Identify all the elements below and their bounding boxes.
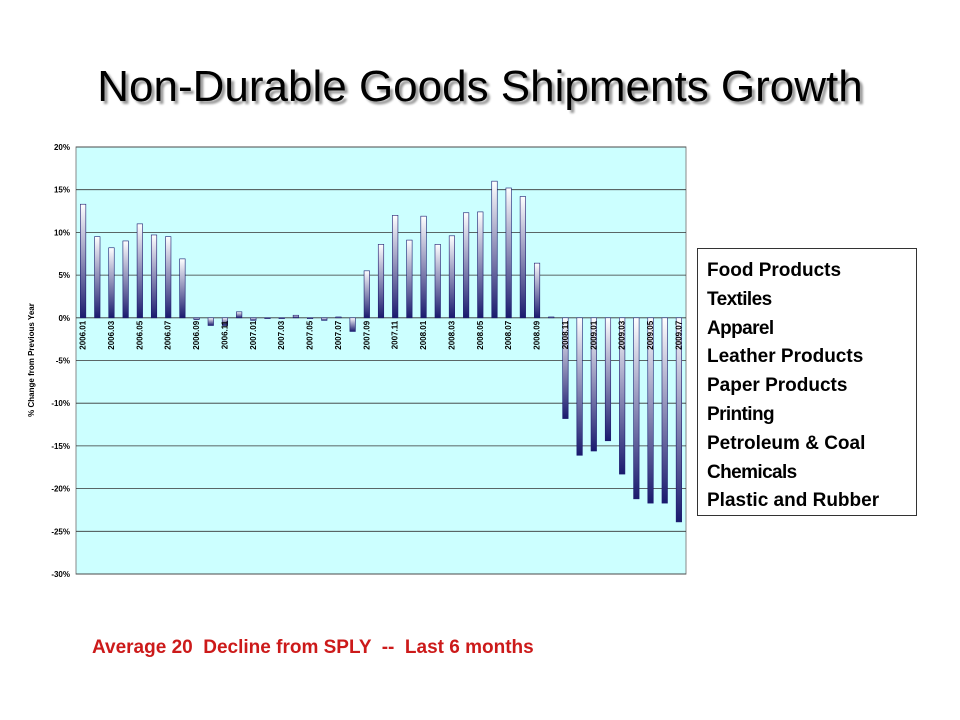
bar (321, 317, 328, 321)
y-tick-label: 20% (54, 143, 70, 152)
bar (122, 240, 129, 319)
bar (377, 244, 385, 319)
x-tick-label: 2007.01 (249, 320, 258, 349)
y-tick-label: 5% (58, 271, 70, 280)
category-list-item: Textiles (707, 288, 772, 310)
category-list-item: Petroleum & Coal (707, 432, 866, 454)
y-tick-label: -25% (51, 527, 70, 536)
bar (477, 211, 484, 319)
y-tick-label: -10% (51, 399, 70, 408)
category-list-item: Printing (707, 403, 775, 425)
bar (250, 317, 257, 321)
bar (519, 196, 526, 319)
x-tick-label: 2006.03 (107, 320, 116, 349)
bar (193, 317, 200, 320)
bar (505, 187, 512, 319)
bar (335, 316, 342, 319)
bar (80, 203, 87, 319)
category-list-panel: Food Products Textiles Apparel Leather Prod… (697, 248, 917, 516)
bar (448, 235, 455, 319)
footnote-text: Average 20 Decline from SPLY -- Last 6 m… (92, 637, 534, 658)
bar (363, 270, 370, 319)
y-tick-label: -20% (51, 485, 70, 494)
bar (236, 311, 243, 319)
bar (576, 317, 583, 456)
x-tick-label: 2006.09 (192, 320, 201, 349)
x-tick-label: 2008.05 (476, 320, 485, 349)
category-list-item: Paper Products (707, 375, 848, 397)
x-tick-label: 2007.03 (277, 320, 286, 349)
bar (675, 317, 682, 523)
bar (307, 317, 314, 319)
x-tick-label: 2006.05 (135, 320, 144, 349)
bar (221, 317, 228, 326)
bar (392, 215, 399, 319)
bar (420, 215, 427, 319)
category-list-item: Food Products (707, 260, 842, 281)
bar (292, 314, 299, 319)
category-list-item: Apparel (707, 317, 774, 339)
category-list-item: Chemicals (707, 461, 797, 483)
x-tick-label: 2006.01 (79, 320, 88, 349)
bar (165, 236, 172, 319)
bar (406, 239, 413, 319)
x-tick-label: 2008.09 (533, 320, 542, 349)
x-tick-label: 2007.07 (334, 320, 343, 349)
bar (264, 317, 271, 319)
bar (108, 247, 115, 319)
bar (633, 317, 640, 500)
x-tick-label: 2006.11 (220, 320, 229, 349)
x-tick-label: 2006.07 (164, 320, 173, 349)
bar (590, 317, 597, 452)
bar (562, 317, 569, 419)
bar (463, 212, 470, 319)
y-tick-label: 0% (58, 314, 70, 323)
bar (349, 317, 356, 332)
bar (548, 316, 555, 319)
y-tick-label: 10% (54, 228, 70, 237)
x-tick-label: 2008.07 (504, 320, 513, 349)
x-tick-label: 2008.03 (447, 320, 456, 349)
bar (619, 317, 626, 475)
bar (179, 258, 186, 319)
x-tick-label: 2009.05 (646, 320, 655, 349)
bar (434, 244, 441, 319)
x-tick-label: 2008.11 (561, 320, 570, 349)
bar (647, 317, 654, 504)
bar-chart: 20% 15% 10% 5% 0% -5% -10% -15% -20% -25% -30% 200… (27, 143, 687, 579)
y-tick-label: -15% (51, 442, 70, 451)
x-tick-label: 2009.01 (589, 320, 598, 349)
x-tick-label: 2007.11 (391, 320, 400, 349)
category-list-item: Leather Products (707, 346, 864, 368)
y-tick-label: -5% (56, 357, 70, 366)
bar (150, 234, 158, 319)
x-tick-label: 2007.05 (306, 320, 315, 349)
bar (136, 223, 143, 319)
bar (533, 262, 541, 319)
x-tick-label: 2007.09 (362, 320, 371, 349)
page-title: Non-Durable Goods Shipments Growth (97, 62, 863, 111)
category-list-item: Plastic and Rubber (707, 490, 880, 512)
bar (604, 317, 612, 442)
y-tick-label: -30% (51, 570, 70, 579)
bar (94, 236, 101, 319)
bar (661, 317, 668, 504)
bar (491, 180, 498, 319)
bar (207, 317, 214, 326)
x-tick-label: 2009.03 (618, 320, 627, 349)
bar (278, 317, 285, 319)
y-tick-label: 15% (54, 186, 70, 195)
y-axis-label: % Change from Previous Year (27, 303, 36, 417)
x-tick-label: 2009.07 (674, 320, 683, 349)
x-tick-label: 2008.01 (419, 320, 428, 349)
